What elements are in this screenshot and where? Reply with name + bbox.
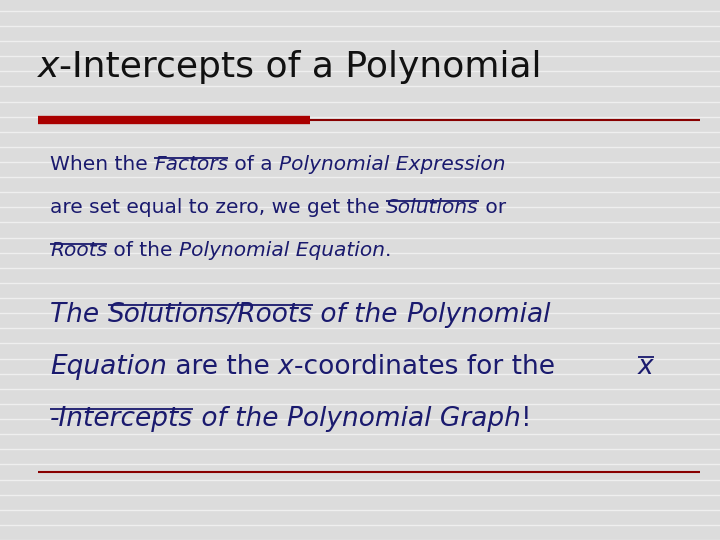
Text: x: x: [638, 354, 654, 380]
Text: of the: of the: [107, 241, 179, 260]
Text: Polynomial Equation: Polynomial Equation: [179, 241, 385, 260]
Text: Solutions/Roots: Solutions/Roots: [107, 302, 312, 328]
Text: Polynomial: Polynomial: [406, 302, 551, 328]
Text: Factors: Factors: [154, 155, 228, 174]
Text: x: x: [38, 50, 59, 84]
Text: of a: of a: [228, 155, 279, 174]
Text: of the: of the: [193, 406, 287, 432]
Text: Polynomial Graph: Polynomial Graph: [287, 406, 521, 432]
Text: are set equal to zero, we get the: are set equal to zero, we get the: [50, 198, 386, 217]
Text: of the: of the: [312, 302, 406, 328]
Text: When the: When the: [50, 155, 154, 174]
Text: Roots: Roots: [50, 241, 107, 260]
Text: are the: are the: [167, 354, 278, 380]
Text: x: x: [278, 354, 294, 380]
Text: The: The: [50, 302, 107, 328]
Text: Equation: Equation: [50, 354, 167, 380]
Text: -coordinates for the: -coordinates for the: [294, 354, 554, 380]
Text: .: .: [385, 241, 392, 260]
Text: !: !: [521, 406, 531, 432]
Text: Solutions: Solutions: [386, 198, 479, 217]
Text: or: or: [479, 198, 506, 217]
Text: -Intercepts of a Polynomial: -Intercepts of a Polynomial: [59, 50, 542, 84]
Text: Polynomial Expression: Polynomial Expression: [279, 155, 505, 174]
Text: -Intercepts: -Intercepts: [50, 406, 193, 432]
